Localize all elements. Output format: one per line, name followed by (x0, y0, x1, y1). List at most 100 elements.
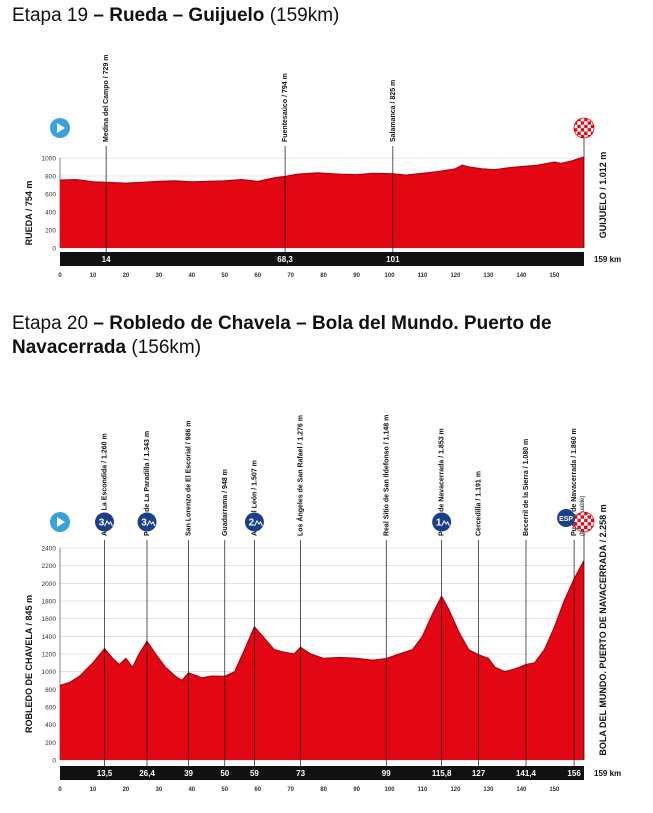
y-tick-label: 400 (45, 722, 56, 729)
waypoint-km-label: 115,8 (432, 769, 452, 778)
x-tick-label: 30 (156, 787, 163, 793)
x-tick-label: 50 (221, 273, 228, 279)
stage-20-number: Etapa 20 (12, 313, 89, 334)
waypoint-label: Puerto de La Paradilla / 1.343 m (144, 431, 151, 536)
stage-19-number: Etapa 19 (12, 5, 89, 26)
total-distance-label: 159 km (594, 769, 621, 778)
x-tick-label: 150 (549, 787, 560, 793)
y-tick-label: 2200 (42, 563, 57, 570)
y-tick-label: 0 (52, 246, 56, 253)
stage-20-distance: (156km) (131, 337, 202, 358)
x-tick-label: 100 (385, 787, 396, 793)
waypoint-label: Becerril de la Sierra / 1.080 m (523, 439, 530, 536)
waypoint-km-label: 101 (386, 255, 400, 264)
start-location-label: RUEDA / 754 m (24, 181, 34, 246)
stage-19-profile-chart: 1000 800 600 400 200 0 159 km 0 10 20 30 40 50 60 70 80… (24, 54, 621, 279)
y-tick-label: 1800 (42, 599, 57, 606)
elevation-profile-area (60, 156, 584, 248)
x-tick-label: 110 (418, 273, 428, 279)
x-tick-label: 80 (320, 273, 327, 279)
y-tick-label: 400 (45, 210, 56, 217)
waypoint-label: Alto del León / 1.507 m (251, 460, 258, 536)
x-tick-label: 0 (58, 273, 62, 279)
waypoint-label: San Lorenzo de El Escorial / 986 m (186, 420, 193, 536)
waypoint-km-label: 73 (296, 769, 305, 778)
stage-19-distance: (159km) (269, 5, 340, 26)
climb-category-icon: 2 (244, 512, 264, 532)
y-tick-label: 600 (45, 192, 56, 199)
x-tick-label: 100 (385, 273, 396, 279)
play-triangle (57, 517, 65, 527)
x-tick-label: 130 (483, 273, 494, 279)
waypoint-km-label: 99 (382, 769, 391, 778)
checkered-flag-icon (573, 117, 595, 139)
stage-20-title: Etapa 20 – Robledo de Chavela – Bola del… (12, 313, 552, 358)
distance-bar (60, 766, 584, 780)
start-location-label: ROBLEDO DE CHAVELA / 845 m (24, 595, 34, 733)
waypoint-km-label: 39 (184, 769, 193, 778)
x-tick-label: 30 (156, 273, 163, 279)
y-tick-label: 200 (45, 740, 56, 747)
waypoint-km-label: 156 (567, 769, 581, 778)
x-tick-label: 10 (90, 273, 97, 279)
waypoint-km-label: 13,5 (97, 769, 113, 778)
waypoint-label: Real Sitio de San Ildefonso / 1.148 m (383, 415, 390, 536)
climb-badge (432, 512, 452, 532)
climb-category-number: 3 (99, 518, 105, 529)
mountain-icon (441, 520, 451, 527)
x-tick-label: 50 (221, 787, 228, 793)
finish-location-label: BOLA DEL MUNDO. PUERTO DE NAVACERRADA / … (598, 504, 608, 755)
play-triangle (57, 123, 65, 133)
stage-20-profile-chart: 2400220020001800160014001200100080060040… (24, 415, 621, 793)
waypoint-label: Puerto de Navacerrada / 1.853 m (439, 428, 446, 536)
stage-20-route: Robledo de Chavela – Bola del Mundo. Pue… (12, 313, 552, 358)
y-tick-label: 1200 (42, 652, 57, 659)
x-tick-label: 70 (287, 273, 294, 279)
x-tick-label: 110 (418, 787, 428, 793)
x-tick-label: 40 (188, 273, 195, 279)
climb-category-number: 3 (141, 518, 147, 529)
y-tick-label: 2000 (42, 581, 57, 588)
climb-category-icon: 1 (432, 512, 452, 532)
y-tick-label: 600 (45, 705, 56, 712)
x-tick-label: 80 (320, 787, 327, 793)
y-tick-label: 200 (45, 228, 56, 235)
waypoint-label: Fuentesaúco / 794 m (282, 73, 289, 142)
y-tick-label: 1600 (42, 616, 57, 623)
checkered-flag-icon (573, 511, 595, 533)
stage-19-title: Etapa 19 – Rueda – Guijuelo (159km) (12, 4, 632, 28)
x-tick-label: 140 (516, 273, 527, 279)
elevation-profile-line (59, 156, 585, 184)
climb-category-icon: 3 (94, 512, 114, 532)
climb-badge (137, 512, 157, 532)
total-distance-label: 159 km (594, 255, 621, 264)
waypoint-km-label: 14 (102, 255, 111, 264)
waypoint-km-label: 127 (472, 769, 486, 778)
waypoint-label: Los Ángeles de San Rafael / 1.276 m (296, 415, 305, 536)
esp-badge-icon: ESP (557, 509, 576, 527)
climb-category-number: 2 (249, 518, 255, 529)
y-tick-label: 800 (45, 687, 56, 694)
mountain-icon (253, 520, 263, 527)
x-tick-label: 20 (123, 273, 130, 279)
x-tick-label: 10 (90, 787, 97, 793)
x-tick-label: 140 (516, 787, 527, 793)
waypoint-label: Medina del Campo / 729 m (103, 54, 110, 142)
x-tick-label: 120 (450, 273, 461, 279)
stage-19-route: – Rueda – Guijuelo (93, 5, 265, 26)
y-tick-label: 1000 (42, 669, 57, 676)
waypoint-km-label: 68,3 (277, 255, 293, 264)
waypoint-label: Alto de La Escondida / 1.260 m (101, 433, 108, 536)
waypoint-label: Cercedilla / 1.191 m (476, 471, 483, 536)
x-tick-label: 60 (254, 787, 261, 793)
x-tick-label: 120 (450, 787, 461, 793)
waypoint-km-label: 26,4 (139, 769, 155, 778)
mountain-icon (104, 520, 113, 527)
climb-badge (244, 512, 264, 532)
x-tick-label: 40 (188, 787, 195, 793)
waypoint-label: Salamanca / 825 m (390, 80, 397, 142)
waypoint-label: Guadarrama / 948 m (222, 469, 229, 536)
x-tick-label: 90 (353, 273, 360, 279)
y-tick-label: 1000 (42, 156, 57, 163)
x-tick-label: 20 (123, 787, 130, 793)
